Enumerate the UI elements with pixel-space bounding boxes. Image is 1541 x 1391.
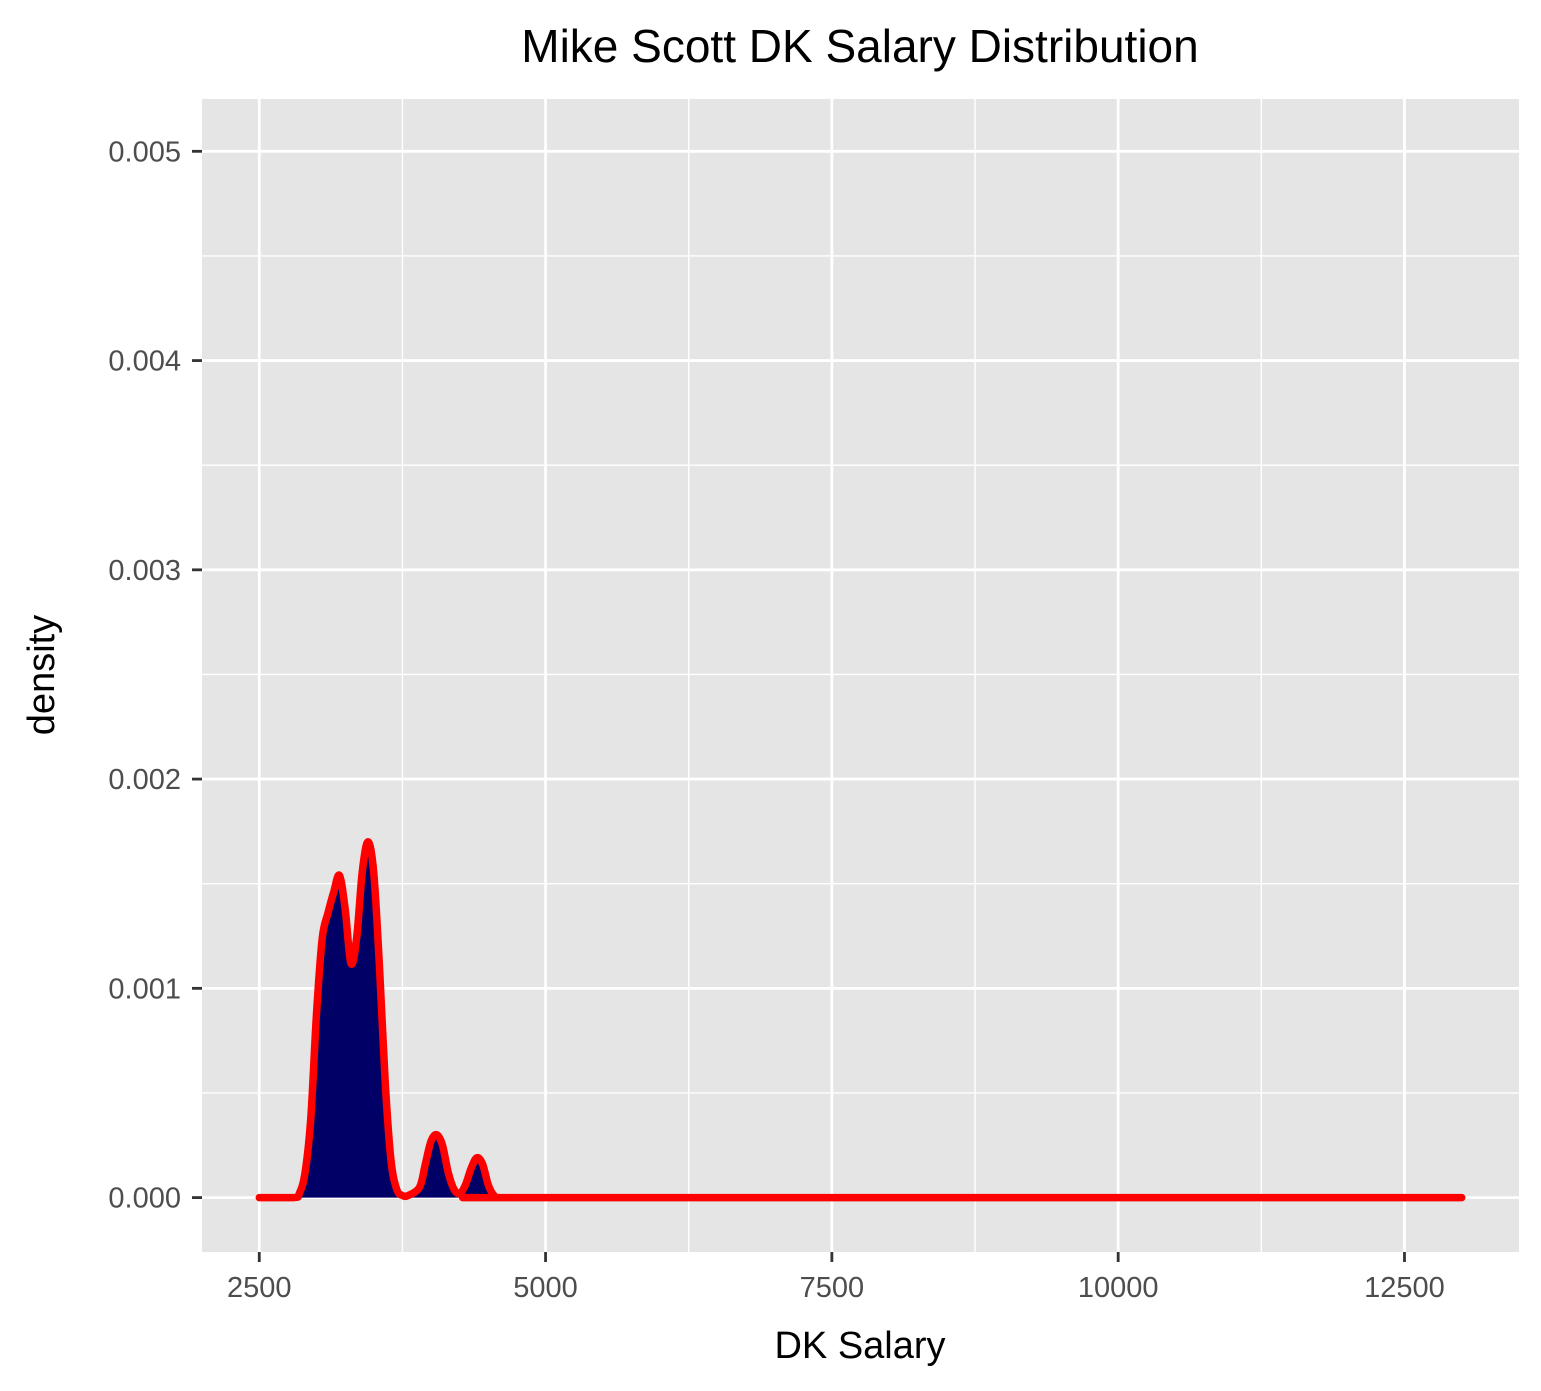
x-axis-title: DK Salary bbox=[774, 1325, 945, 1367]
plot-panel bbox=[202, 99, 1519, 1252]
y-axis-title: density bbox=[21, 615, 63, 735]
density-line bbox=[255, 838, 1466, 1202]
y-tick-label: 0.001 bbox=[108, 973, 181, 1005]
x-tick-label: 10000 bbox=[1078, 1272, 1159, 1304]
data-layer bbox=[255, 838, 1466, 1202]
chart-title: Mike Scott DK Salary Distribution bbox=[521, 20, 1198, 72]
x-tick-label: 2500 bbox=[227, 1272, 292, 1304]
y-tick-label: 0.004 bbox=[108, 346, 181, 378]
y-tick-label: 0.005 bbox=[108, 136, 181, 168]
density-area bbox=[259, 841, 1462, 1198]
y-tick-label: 0.003 bbox=[108, 555, 181, 587]
y-tick-label: 0.000 bbox=[108, 1183, 181, 1215]
axis-layer: 2500 5000 7500 10000 12500 0.000 0.001 0.002 0.0… bbox=[108, 136, 1444, 1304]
x-tick-label: 5000 bbox=[513, 1272, 578, 1304]
y-tick-label: 0.002 bbox=[108, 764, 181, 796]
x-tick-label: 7500 bbox=[800, 1272, 865, 1304]
grid-layer bbox=[202, 99, 1519, 1252]
x-tick-label: 12500 bbox=[1364, 1272, 1445, 1304]
